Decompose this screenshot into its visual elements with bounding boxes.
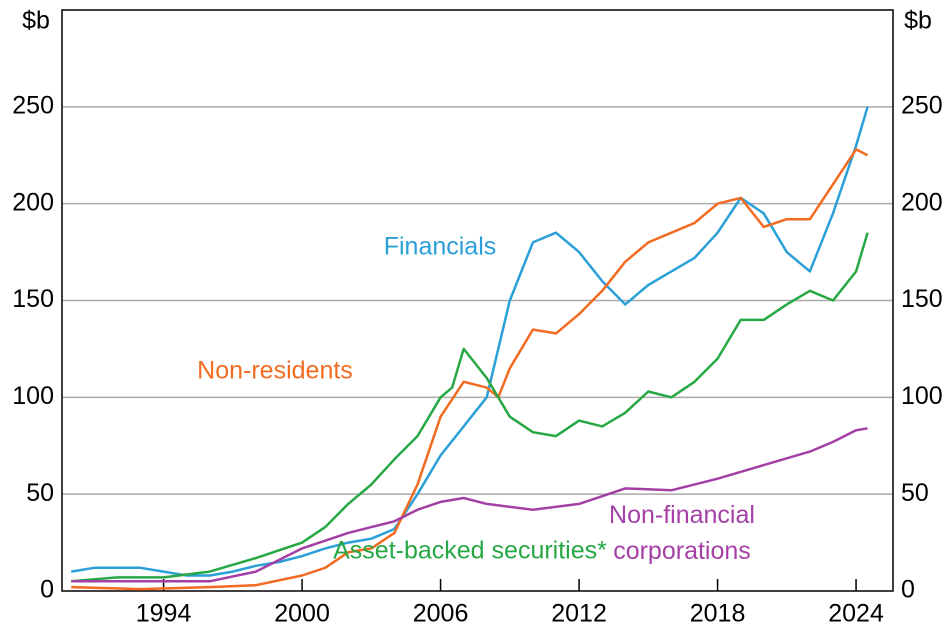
- series-label: Asset-backed securities*: [333, 537, 607, 565]
- series-label: Non-financial corporations: [609, 501, 755, 565]
- y2-axis-label: $b: [904, 7, 932, 35]
- y2-tick-label: 200: [901, 188, 943, 216]
- y2-tick-label: 0: [901, 576, 915, 604]
- series-label: Non-residents: [197, 357, 353, 385]
- x-tick-label: 2018: [690, 600, 746, 628]
- y-tick-label: 150: [12, 285, 54, 313]
- series-line: [71, 232, 869, 583]
- series-line: [71, 427, 868, 583]
- y2-tick-label: 100: [901, 382, 943, 410]
- plot-frame: [61, 9, 894, 592]
- x-tick-label: 2024: [828, 600, 884, 628]
- y2-tick-label: 250: [901, 91, 943, 119]
- y-tick-label: 250: [12, 91, 54, 119]
- y-axis-label: $b: [22, 7, 50, 35]
- x-tick-label: 1994: [136, 600, 192, 628]
- y-tick-label: 200: [12, 188, 54, 216]
- y-tick-label: 100: [12, 382, 54, 410]
- y2-tick-label: 150: [901, 285, 943, 313]
- series-label: Financials: [384, 233, 497, 261]
- series-line: [70, 106, 869, 577]
- series-line: [71, 148, 869, 591]
- y-tick-label: 0: [40, 576, 54, 604]
- y-tick-label: 50: [26, 479, 54, 507]
- x-tick-label: 2012: [551, 600, 607, 628]
- series-label-line: Non-financial: [609, 501, 755, 529]
- x-tick-label: 2000: [274, 600, 330, 628]
- y2-tick-label: 50: [901, 479, 929, 507]
- x-tick-label: 2006: [413, 600, 469, 628]
- series-label-line: corporations: [613, 537, 751, 565]
